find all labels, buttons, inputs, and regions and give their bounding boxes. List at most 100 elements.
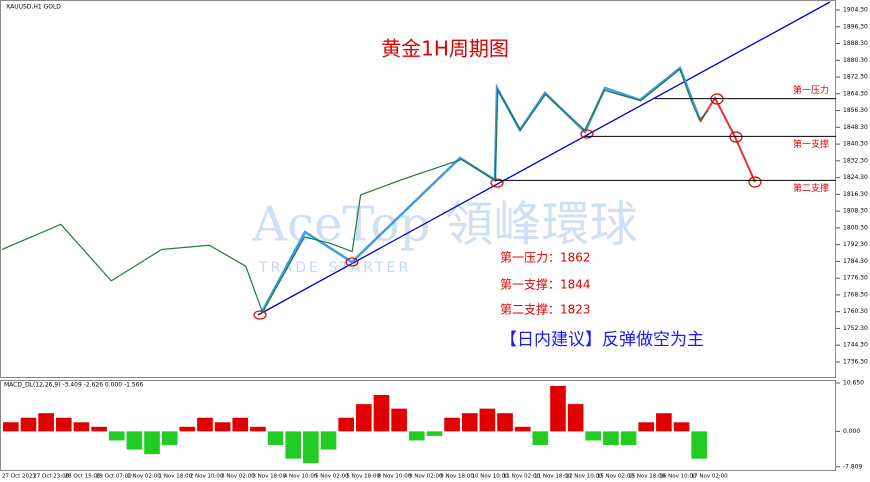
macd-bar xyxy=(673,422,690,432)
y-tick-label: 1792.30 xyxy=(843,241,868,248)
advice: 【日内建议】反弹做空为主 xyxy=(500,330,704,350)
x-tick-label: 1 Nov 02:00 xyxy=(127,474,161,480)
macd-bar xyxy=(214,422,231,432)
macd-bar xyxy=(356,404,372,432)
y-tick-label: 1816.30 xyxy=(843,191,868,198)
y-tick-label: 1840.30 xyxy=(843,141,868,148)
x-tick-label: 17 Nov 02:00 xyxy=(691,474,729,480)
y-tick-label: 1872.30 xyxy=(843,74,868,81)
macd-bar xyxy=(603,431,619,445)
macd-bar xyxy=(197,417,213,432)
macd-bar xyxy=(620,431,637,445)
macd-bar xyxy=(408,431,425,441)
x-tick-label: 5 Nov 02:00 xyxy=(315,474,349,480)
x-tick-label: 2 Nov 10:00 xyxy=(190,474,224,480)
x-tick-label: 11 Nov 18:00 xyxy=(534,474,572,480)
macd-bar xyxy=(338,417,354,432)
y-tick-label: 1784.30 xyxy=(843,258,868,265)
price-line xyxy=(1,68,709,314)
macd-bar xyxy=(144,431,160,455)
x-tick-label: 27 Oct 2021 xyxy=(2,474,36,480)
y-tick-label: 1904.30 xyxy=(843,7,868,14)
macd-bar xyxy=(320,431,337,450)
level-side-label: 第二支撑 xyxy=(793,182,829,194)
y-tick-label: 1888.30 xyxy=(843,40,868,47)
y-tick-label: 1736.30 xyxy=(843,358,868,365)
macd-tick-label: -7.809 xyxy=(843,463,863,470)
macd-tick-label: 0.000 xyxy=(843,428,860,435)
y-tick-label: 1768.30 xyxy=(843,291,868,298)
macd-bar xyxy=(285,431,302,459)
macd-bar xyxy=(55,417,72,432)
macd-bar xyxy=(691,431,707,459)
watermark-sub: TRADE STARTER xyxy=(258,260,411,276)
x-tick-label: 15 Nov 02:00 xyxy=(597,474,635,480)
x-tick-label: 4 Nov 10:00 xyxy=(284,474,318,480)
macd-bar xyxy=(514,426,531,432)
x-tick-label: 1 Nov 18:00 xyxy=(159,474,193,480)
y-tick-label: 1824.30 xyxy=(843,174,868,181)
macd-bar xyxy=(532,431,549,445)
level-label: 第一压力：1862 xyxy=(500,251,591,265)
y-tick-label: 1864.30 xyxy=(843,90,868,97)
watermark: AceTop 領峰環球 xyxy=(251,197,637,253)
macd-tick-label: 10.650 xyxy=(843,379,864,386)
macd-label: MACD_DL(12,26,9) -3.409 -2.626 0.000 -1.… xyxy=(4,382,144,389)
x-tick-label: 3 Nov 18:00 xyxy=(252,474,286,480)
chart-title: 黄金1H周期图 xyxy=(381,37,509,61)
x-tick-label: 12 Nov 10:00 xyxy=(565,474,603,480)
macd-bar xyxy=(585,431,602,441)
macd-bar xyxy=(73,422,90,432)
y-tick-label: 1752.30 xyxy=(843,325,868,332)
y-tick-label: 1808.30 xyxy=(843,208,868,215)
x-tick-label: 9 Nov 02:00 xyxy=(409,474,443,480)
x-tick-label: 27 Oct 23:00 xyxy=(33,474,69,480)
level-side-label: 第一压力 xyxy=(793,84,829,96)
x-tick-label: 3 Nov 02:00 xyxy=(221,474,255,480)
macd-bar xyxy=(426,431,443,436)
macd-bar xyxy=(479,408,496,432)
symbol-label: XAUUSD,H1 GOLD xyxy=(6,4,61,11)
x-tick-label: 16 Nov 10:00 xyxy=(659,474,697,480)
macd-bar xyxy=(20,417,37,432)
trend-line xyxy=(257,1,831,316)
y-tick-label: 1896.30 xyxy=(843,23,868,30)
level-label: 第二支撑：1823 xyxy=(500,302,591,317)
x-tick-label: 10 Nov 10:00 xyxy=(472,474,510,480)
y-tick-label: 1848.30 xyxy=(843,124,868,131)
macd-bar xyxy=(461,413,478,432)
macd-bar xyxy=(91,426,107,432)
x-tick-label: 5 Nov 18:00 xyxy=(346,474,380,480)
y-tick-label: 1832.30 xyxy=(843,157,868,164)
projection xyxy=(699,95,756,183)
macd-bar xyxy=(3,422,19,432)
macd-bar xyxy=(232,417,249,432)
level-label: 第一支撑：1844 xyxy=(500,277,591,292)
x-tick-label: 11 Nov 02:00 xyxy=(503,474,541,480)
x-tick-label: 8 Nov 10:00 xyxy=(378,474,412,480)
macd-bar xyxy=(267,431,284,445)
macd-bar xyxy=(373,395,390,432)
y-tick-label: 1800.30 xyxy=(843,224,868,231)
markers xyxy=(253,93,762,320)
macd-bar xyxy=(108,431,125,441)
macd-bar xyxy=(179,426,196,432)
macd-frame xyxy=(0,380,836,471)
macd-bar xyxy=(567,404,584,432)
y-tick-label: 1776.30 xyxy=(843,275,868,282)
y-tick-label: 1880.30 xyxy=(843,57,868,64)
macd-bar xyxy=(303,431,319,464)
macd-bar xyxy=(638,422,655,432)
x-tick-label: 29 Oct 07:00 xyxy=(96,474,132,480)
main-frame xyxy=(0,0,836,378)
macd-bar xyxy=(444,417,460,432)
macd-bar xyxy=(250,426,266,432)
x-tick-label: 15 Nov 18:00 xyxy=(628,474,666,480)
macd-bar xyxy=(550,385,566,432)
macd-bar xyxy=(391,408,407,432)
y-tick-label: 1744.30 xyxy=(843,342,868,349)
x-tick-label: 9 Nov 18:00 xyxy=(440,474,474,480)
macd-bar xyxy=(161,431,178,445)
x-tick-label: 28 Oct 15:00 xyxy=(65,474,101,480)
